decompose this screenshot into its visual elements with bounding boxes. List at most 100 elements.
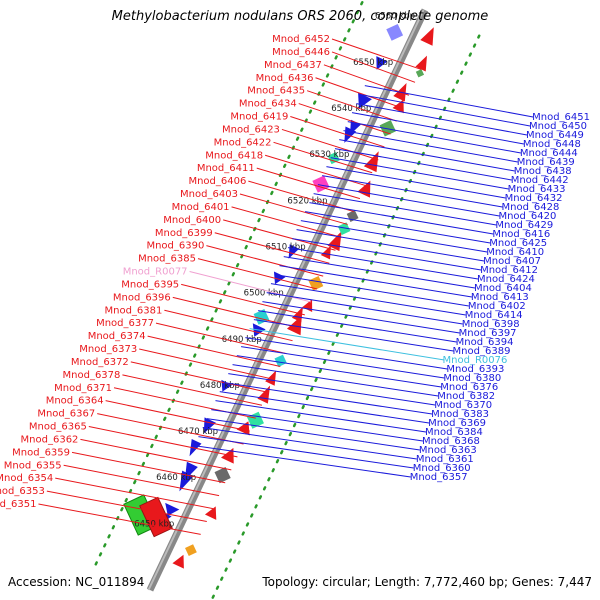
leader-line-left xyxy=(306,90,397,122)
gene-label-right: Mnod_6360 xyxy=(413,463,471,474)
leader-line-right xyxy=(266,292,463,325)
gene-label-left: Mnod_6362 xyxy=(21,434,79,445)
gene-label-right: Mnod_6416 xyxy=(492,229,550,240)
gene-label-left: Mnod_6353 xyxy=(0,486,45,497)
gene-label-left: Mnod_6367 xyxy=(37,409,95,420)
axis-tick-label: 6450 kbp xyxy=(134,519,174,529)
gene-label-left: Mnod_6381 xyxy=(104,305,162,316)
gene-label-right: Mnod_6428 xyxy=(502,202,560,213)
gene-label-left: Mnod_6355 xyxy=(4,460,62,471)
gene-label-left: Mnod_6373 xyxy=(79,344,137,355)
page-title: Methylobacterium nodulans ORS 2060, comp… xyxy=(111,9,489,24)
leader-line-left xyxy=(55,477,214,510)
gene-label-right: Mnod_6439 xyxy=(517,157,575,168)
gene-label-left: Mnod_6351 xyxy=(0,499,36,510)
gene-label-left: Mnod_6418 xyxy=(205,150,263,161)
feature-block-large xyxy=(139,496,173,538)
gene-label-right: Mnod_6429 xyxy=(495,220,553,231)
gene-label-right: Mnod_6397 xyxy=(459,328,517,339)
gene-label-left: Mnod_6378 xyxy=(63,370,121,381)
axis-tick-label: 6470 kbp xyxy=(178,427,218,437)
feature-block xyxy=(415,69,425,78)
gene-label-right: Mnod_6357 xyxy=(410,472,468,483)
leader-line-left xyxy=(206,245,324,277)
axis-tick-label: 6510 kbp xyxy=(266,242,306,252)
gene-arrow-left-strand xyxy=(204,506,217,520)
leader-line-right xyxy=(283,256,476,289)
leader-line-left xyxy=(281,128,379,161)
guide-dotted-line xyxy=(210,34,481,600)
gene-label-left: Mnod_6395 xyxy=(121,279,179,290)
gene-label-right: Mnod_6380 xyxy=(443,373,501,384)
leader-line-right xyxy=(356,103,528,136)
leader-line-left xyxy=(97,413,244,445)
leader-line-right xyxy=(343,130,518,163)
gene-label-right: Mnod_6450 xyxy=(529,121,587,132)
leader-line-left xyxy=(139,348,275,380)
genome-backbone xyxy=(146,8,429,592)
leader-line-left xyxy=(38,503,201,535)
gene-arrow-right-strand xyxy=(203,417,216,434)
leader-line-right xyxy=(347,121,521,154)
gene-label-left: Mnod_6365 xyxy=(29,422,87,433)
leader-line-left xyxy=(331,38,422,70)
leader-line-left xyxy=(63,464,220,497)
leader-line-right xyxy=(287,247,479,280)
gene-label-left: Mnod_6385 xyxy=(138,254,196,265)
gene-label-right: Mnod_6393 xyxy=(446,364,504,375)
gene-label-left: Mnod_6423 xyxy=(222,124,280,135)
leader-line-left xyxy=(130,361,269,393)
gene-arrow-right-strand xyxy=(165,502,180,516)
gene-label-left: Mnod_6359 xyxy=(12,447,70,458)
leader-line-left xyxy=(290,116,385,148)
gene-label-right: Mnod_6402 xyxy=(468,301,526,312)
gene-label-left: Mnod_6377 xyxy=(96,318,154,329)
leader-line-right xyxy=(253,319,454,352)
leader-line-left xyxy=(172,296,299,329)
leader-line-left xyxy=(331,51,416,83)
leader-line-left xyxy=(181,283,305,316)
axis-tick-label: 6500 kbp xyxy=(244,289,284,299)
leader-line-right xyxy=(219,391,430,424)
topology-text: Topology: circular; Length: 7,772,460 bp… xyxy=(262,575,592,589)
gene-label-right: Mnod_6361 xyxy=(416,454,474,465)
leader-line-right xyxy=(309,202,494,235)
feature-block xyxy=(379,120,396,137)
axis-tick-label: 6490 kbp xyxy=(222,335,262,345)
gene-label-left: Mnod_6403 xyxy=(180,189,238,200)
leader-line-right xyxy=(249,328,445,361)
gene-label-right: Mnod_6432 xyxy=(505,193,563,204)
gene-label-right: Mnod_6433 xyxy=(508,184,566,195)
gene-label-right: Mnod_6425 xyxy=(489,238,547,249)
feature-block xyxy=(308,275,324,291)
leader-line-right xyxy=(215,400,427,433)
leader-line-right xyxy=(275,274,469,307)
feature-block xyxy=(312,175,330,193)
gene-label-right: Mnod_6444 xyxy=(520,148,578,159)
gene-label-left: Mnod_R0077 xyxy=(123,267,188,278)
leader-line-right xyxy=(300,220,488,253)
feature-block xyxy=(253,309,270,325)
leader-line-left xyxy=(147,335,281,367)
gene-arrow-right-strand xyxy=(189,438,202,457)
gene-label-right: Mnod_6412 xyxy=(480,265,538,276)
feature-block xyxy=(386,23,404,41)
leader-line-right xyxy=(270,283,466,316)
gene-label-left: Mnod_6436 xyxy=(256,73,314,84)
axis-tick-label: 6540 kbp xyxy=(331,104,371,114)
leader-line-right xyxy=(330,157,509,190)
leader-line-left xyxy=(214,232,330,264)
leader-line-left xyxy=(323,64,410,96)
leader-line-right xyxy=(364,85,534,118)
leader-line-left xyxy=(298,103,391,135)
leader-line-right xyxy=(304,211,491,244)
gene-label-left: Mnod_6446 xyxy=(272,47,330,58)
gene-label-left: Mnod_6422 xyxy=(214,137,272,148)
axis-tick-label: 6480 kbp xyxy=(200,381,240,391)
leader-line-right xyxy=(317,184,500,217)
leader-line-left xyxy=(46,490,207,522)
gene-arrow-left-strand xyxy=(265,370,277,386)
leader-line-right xyxy=(322,175,503,208)
gene-label-right: Mnod_6448 xyxy=(523,139,581,150)
